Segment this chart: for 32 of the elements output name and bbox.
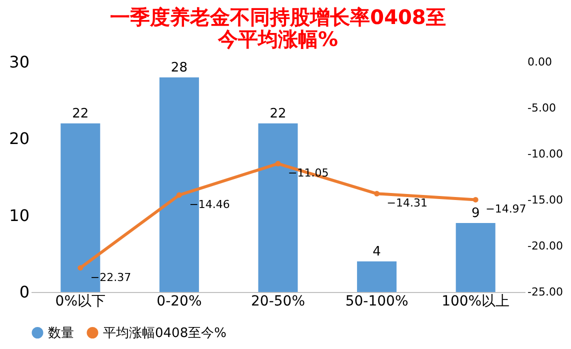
data-label: −14.97: [486, 202, 526, 216]
y-tick-label: 10: [9, 206, 30, 225]
y2-tick-label: -5.00: [528, 102, 556, 114]
bar: [357, 261, 397, 292]
point: [78, 265, 84, 271]
point: [472, 196, 478, 202]
x-tick-label: 100%以上: [442, 294, 510, 310]
y2-tick-label: -20.00: [528, 240, 563, 252]
data-label: 22: [72, 106, 89, 122]
chart-title: 一季度养老金不同持股增长率0408至今平均涨幅%: [110, 5, 446, 51]
y-tick-label: 0: [19, 282, 30, 302]
legend-label: 数量: [48, 326, 74, 341]
y2-tick-label: -10.00: [528, 148, 563, 160]
y2-tick-label: -15.00: [528, 194, 563, 206]
data-label: 4: [372, 244, 381, 260]
point: [275, 160, 281, 166]
x-tick-label: 0-20%: [156, 294, 202, 310]
y2-tick-label: 0.00: [528, 56, 552, 68]
y-tick-label: 30: [9, 52, 30, 72]
data-label: −14.31: [386, 196, 428, 210]
data-label: 9: [471, 206, 480, 221]
point: [176, 192, 182, 198]
bar: [456, 223, 496, 292]
x-tick-label: 20-50%: [251, 294, 305, 310]
y-tick-label: 20: [9, 129, 30, 148]
x-tick-label: 50-100%: [345, 294, 408, 310]
y2-tick-label: -25.00: [528, 286, 563, 298]
x-tick-label: 0%以下: [55, 294, 106, 310]
legend-label: 平均涨幅0408至今%: [103, 326, 226, 341]
data-label: 28: [170, 60, 188, 76]
data-label: 22: [270, 106, 286, 122]
point: [374, 190, 380, 196]
